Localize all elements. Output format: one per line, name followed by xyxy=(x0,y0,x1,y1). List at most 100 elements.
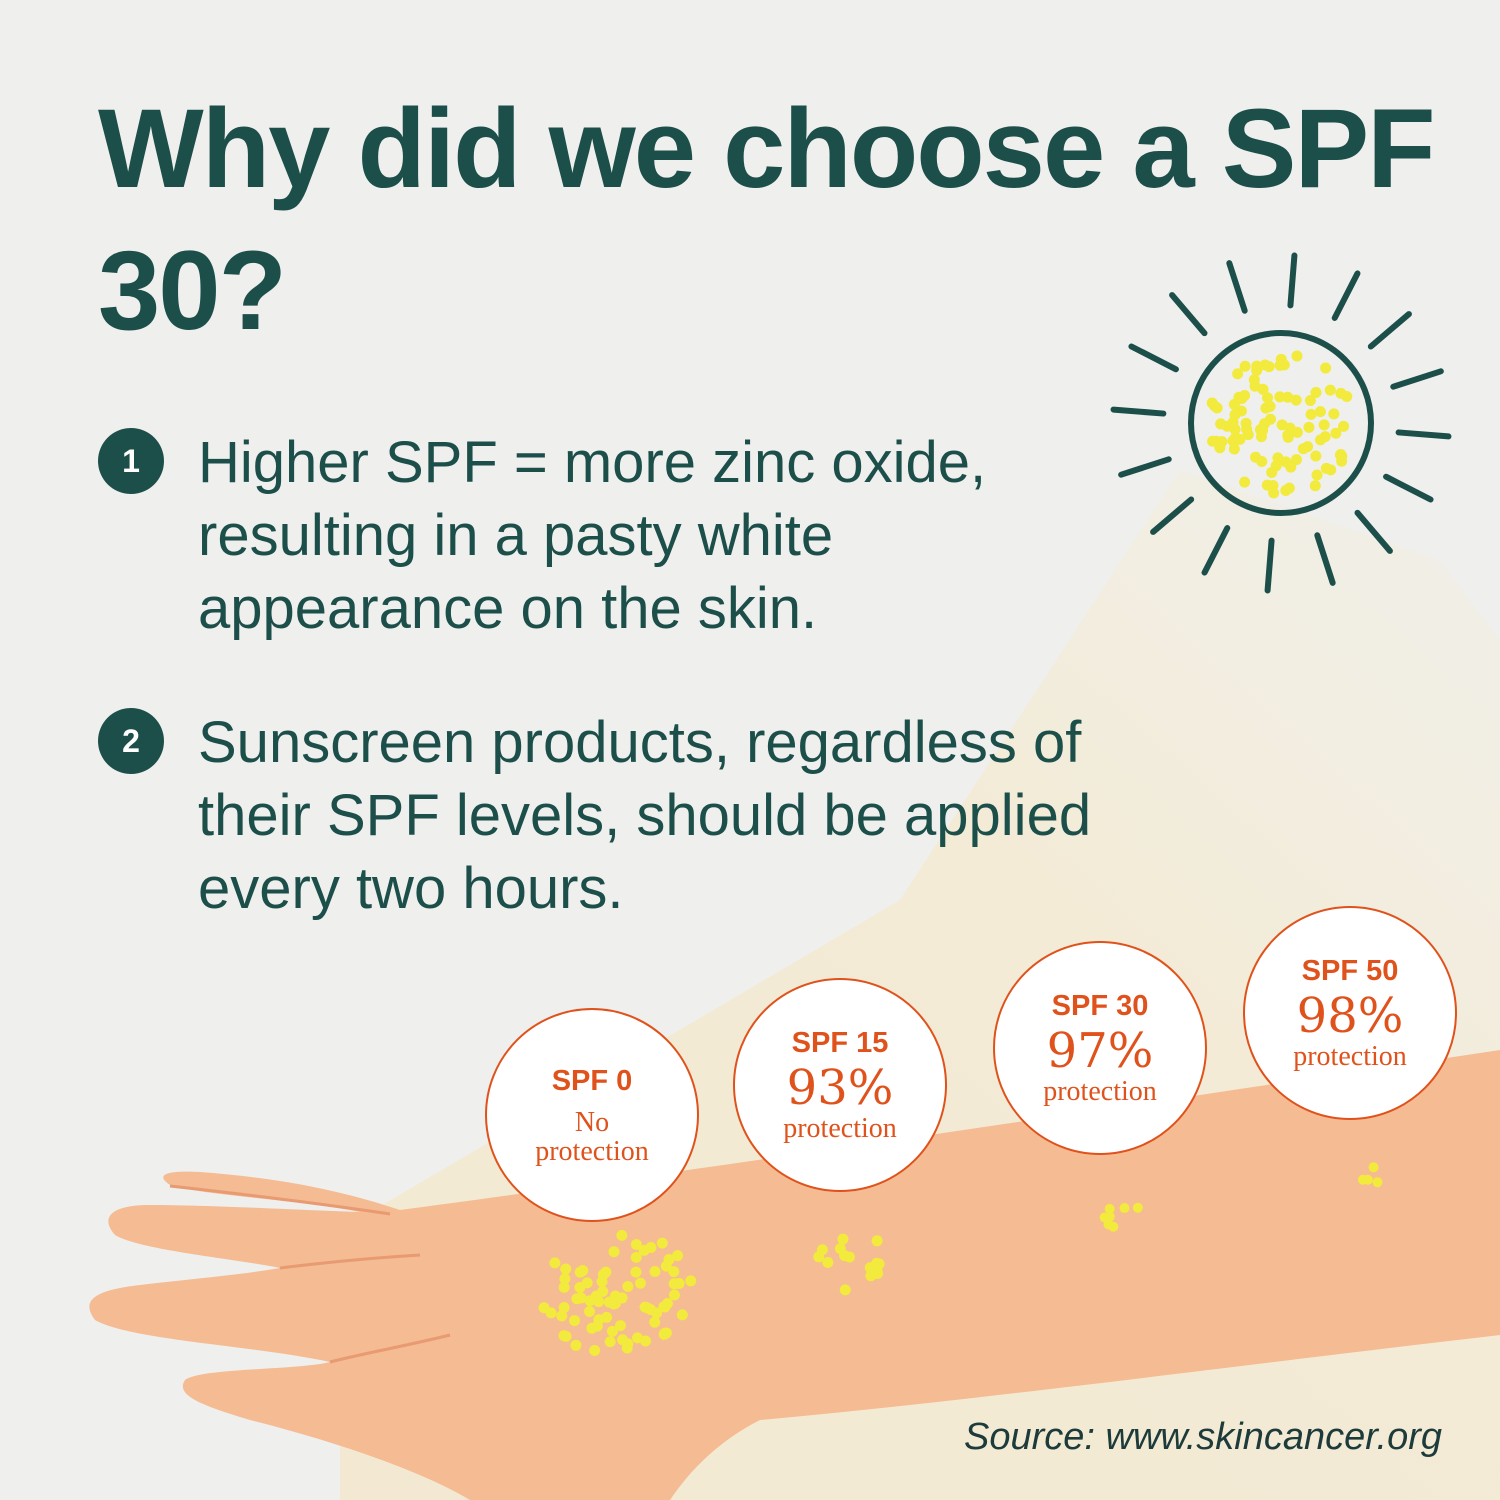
sun-ray xyxy=(1150,496,1195,535)
zinc-dot xyxy=(617,1334,629,1346)
protection-label: protection xyxy=(1293,1041,1407,1072)
zinc-dot xyxy=(1257,424,1269,436)
zinc-dot xyxy=(1274,391,1286,403)
sun-ray xyxy=(1395,429,1452,440)
zinc-dot xyxy=(1310,450,1322,462)
zinc-dot xyxy=(622,1281,634,1293)
sun-ray xyxy=(1201,525,1231,576)
zinc-dot xyxy=(590,1290,602,1302)
zinc-dot xyxy=(1216,436,1228,448)
zinc-dot xyxy=(1338,420,1350,432)
zinc-dot xyxy=(584,1305,596,1317)
sun-ray xyxy=(1128,343,1179,373)
zinc-dot xyxy=(649,1316,661,1328)
sun-ray xyxy=(1110,406,1167,417)
zinc-dot xyxy=(630,1266,642,1278)
zinc-dot xyxy=(1241,423,1253,435)
spf-label: SPF 50 xyxy=(1301,955,1399,987)
zinc-dot xyxy=(668,1289,680,1301)
zinc-dot xyxy=(1303,421,1315,433)
zinc-dot xyxy=(676,1309,688,1321)
zinc-dot xyxy=(1291,426,1303,438)
zinc-dot xyxy=(1320,362,1332,374)
source-citation: Source: www.skincancer.org xyxy=(963,1416,1442,1458)
zinc-dot xyxy=(1275,353,1287,365)
zinc-dot xyxy=(1310,387,1322,399)
spf-15-circle: SPF 15 93% protection xyxy=(733,978,947,1192)
zinc-dot xyxy=(630,1238,642,1250)
sun-ray xyxy=(1367,311,1412,350)
zinc-dot xyxy=(839,1284,851,1296)
spf-label: SPF 0 xyxy=(551,1064,633,1097)
zinc-dot xyxy=(614,1320,626,1332)
zinc-dot xyxy=(1314,406,1326,418)
number-badge: 1 xyxy=(98,428,164,494)
zinc-dot xyxy=(1206,397,1218,409)
zinc-dot xyxy=(839,1250,851,1262)
zinc-dot xyxy=(596,1276,608,1288)
sun-ray xyxy=(1314,532,1336,586)
zinc-dot xyxy=(813,1251,825,1263)
zinc-dot xyxy=(837,1233,849,1245)
spf-0-circle: SPF 0 No protection xyxy=(485,1008,699,1222)
zinc-dot xyxy=(549,1257,561,1269)
zinc-dot xyxy=(604,1336,616,1348)
zinc-dot xyxy=(570,1339,582,1351)
zinc-dot xyxy=(1207,435,1219,447)
protection-label: No protection xyxy=(535,1106,649,1167)
sun-ray xyxy=(1264,537,1275,594)
zinc-dot xyxy=(600,1266,612,1278)
zinc-dot xyxy=(558,1302,570,1314)
zinc-dot xyxy=(1227,416,1239,428)
zinc-dot xyxy=(589,1345,601,1357)
page-title: Why did we choose a SPF 30? xyxy=(98,86,1436,353)
protection-percent: 98% xyxy=(1296,988,1404,1044)
sun-ray xyxy=(1354,509,1393,554)
zinc-dot xyxy=(1239,360,1251,372)
zinc-dot xyxy=(672,1250,684,1262)
point-1: 1 Higher SPF = more zinc oxide, resultin… xyxy=(98,428,1078,645)
zinc-dot xyxy=(545,1307,557,1319)
zinc-dot xyxy=(1251,360,1263,372)
zinc-dot xyxy=(1297,443,1309,455)
zinc-dot xyxy=(1305,408,1317,420)
protection-label: protection xyxy=(783,1113,897,1144)
point-text: Higher SPF = more zinc oxide, resulting … xyxy=(198,430,987,641)
point-2: 2 Sunscreen products, regardless of thei… xyxy=(98,708,1158,925)
zinc-dot xyxy=(658,1327,670,1339)
zinc-dot xyxy=(581,1277,593,1289)
zinc-dot xyxy=(559,1273,571,1285)
zinc-dot xyxy=(1232,368,1244,380)
zinc-dot xyxy=(569,1315,581,1327)
zinc-dot xyxy=(608,1246,620,1258)
zinc-dot xyxy=(638,1244,650,1256)
zinc-dot xyxy=(872,1268,884,1280)
zinc-dot xyxy=(1256,456,1268,468)
zinc-dot xyxy=(1268,487,1280,499)
zinc-dot xyxy=(1234,433,1246,445)
sun-outline xyxy=(1188,330,1374,516)
zinc-dot xyxy=(560,1330,572,1342)
zinc-dots xyxy=(538,1162,1383,1357)
zinc-dot xyxy=(649,1266,661,1278)
zinc-dot xyxy=(1103,1219,1114,1230)
zinc-dot xyxy=(658,1301,670,1313)
zinc-dot xyxy=(1119,1203,1130,1214)
zinc-dot xyxy=(556,1310,568,1322)
zinc-dot xyxy=(616,1292,628,1304)
arm-illustration xyxy=(89,1050,1500,1500)
zinc-dot xyxy=(1291,350,1303,362)
zinc-dot xyxy=(1132,1202,1143,1213)
zinc-dot xyxy=(616,1229,628,1241)
zinc-dot xyxy=(1309,480,1321,492)
zinc-dot xyxy=(871,1235,883,1247)
protection-percent: 93% xyxy=(786,1060,894,1116)
zinc-dot xyxy=(668,1266,680,1278)
zinc-dot xyxy=(1263,361,1275,373)
zinc-dot xyxy=(1283,482,1295,494)
zinc-dot xyxy=(656,1237,668,1249)
zinc-dot xyxy=(651,1307,663,1319)
zinc-dot xyxy=(1290,394,1302,406)
zinc-dot xyxy=(1249,380,1261,392)
